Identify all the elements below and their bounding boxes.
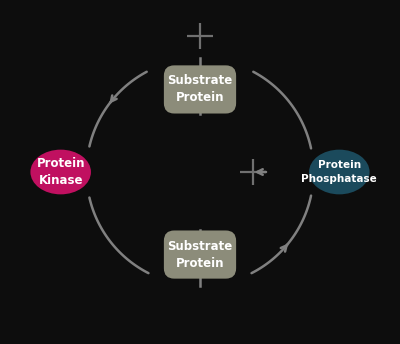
Text: Substrate
Protein: Substrate Protein [167,74,233,105]
FancyBboxPatch shape [164,65,236,114]
Ellipse shape [309,150,370,194]
Text: Protein
Kinase: Protein Kinase [36,157,85,187]
Ellipse shape [30,150,91,194]
Text: Protein
Phosphatase: Protein Phosphatase [302,160,377,184]
FancyBboxPatch shape [164,230,236,279]
Text: Substrate
Protein: Substrate Protein [167,239,233,270]
